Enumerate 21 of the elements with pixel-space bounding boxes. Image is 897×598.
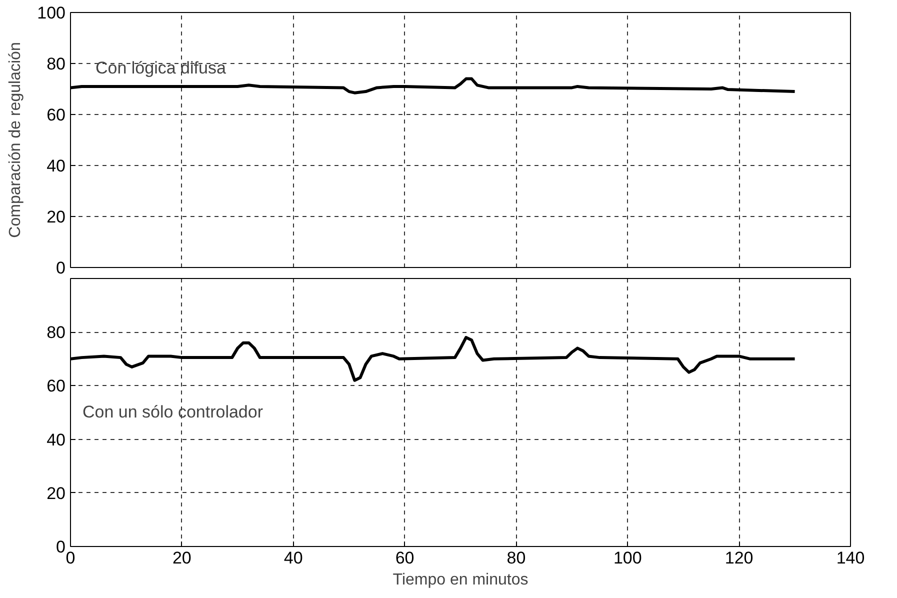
x-axis-title: Tiempo en minutos — [392, 572, 528, 588]
x-tick-label: 120 — [724, 548, 754, 568]
x-tick-label: 20 — [172, 548, 192, 568]
x-tick-label: 100 — [613, 548, 642, 568]
y-tick-label: 40 — [46, 430, 66, 450]
y-tick-label: 20 — [46, 208, 66, 226]
x-tick-label: 140 — [836, 548, 865, 568]
y-tick-label: 80 — [46, 54, 66, 74]
x-tick-label: 80 — [506, 548, 526, 568]
y-axis-title: Comparación de regulación — [7, 42, 24, 238]
y-tick-label: 60 — [46, 106, 66, 124]
y-tick-label: 100 — [37, 4, 66, 22]
x-tick-label: 40 — [284, 548, 303, 568]
annotation: Con lógica difusa — [96, 58, 226, 78]
y-tick-label: 40 — [46, 156, 66, 176]
y-tick-label: 80 — [46, 323, 66, 342]
y-tick-label: 20 — [46, 484, 66, 503]
y-tick-label: 0 — [56, 258, 66, 278]
y-tick-label: 60 — [46, 376, 66, 396]
x-tick-label: 60 — [395, 548, 414, 568]
annotation: Con un sólo controlador — [82, 402, 264, 422]
